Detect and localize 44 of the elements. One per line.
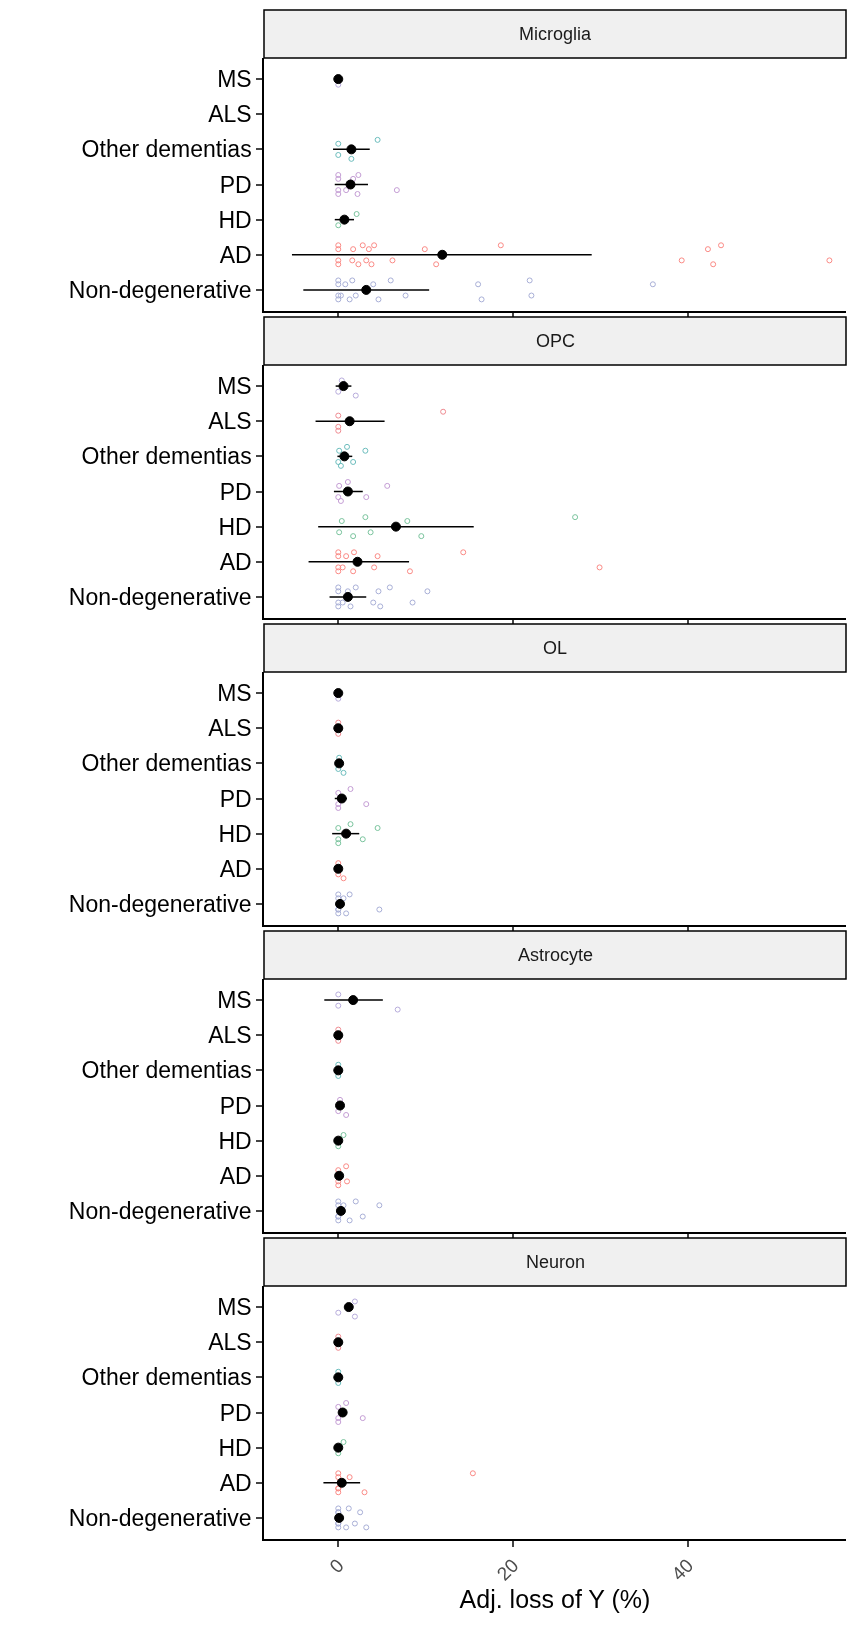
y-tick-label: ALS (208, 408, 252, 435)
chart-title: Astrocyte (518, 945, 594, 965)
y-tick-label: MS (217, 987, 252, 1014)
y-tick-label: Other dementias (81, 443, 252, 470)
y-tick-label: Other dementias (81, 750, 252, 777)
y-tick-label: Other dementias (81, 136, 252, 163)
y-tick-label: AD (219, 855, 252, 882)
y-tick-label: Non-degenerative (68, 583, 252, 610)
y-tick-label: HD (218, 1127, 252, 1154)
x-tick-label: 40 (667, 1554, 698, 1585)
chart-title: OL (543, 638, 568, 658)
y-tick-label: MS (217, 66, 252, 93)
y-tick-label: AD (219, 1162, 252, 1189)
y-tick-label: ALS (208, 1329, 252, 1356)
y-tick-label: MS (217, 1294, 252, 1321)
y-tick-label: Non-degenerative (68, 1504, 252, 1531)
x-tick-label: 20 (492, 1554, 523, 1585)
y-tick-label: ALS (208, 101, 252, 128)
y-tick-label: Non-degenerative (68, 276, 252, 303)
y-tick-label: PD (219, 1399, 252, 1426)
y-tick-label: PD (219, 785, 252, 812)
y-tick-label: MS (217, 680, 252, 707)
x-tick-label: 0 (325, 1554, 348, 1578)
x-axis-title: Adj. loss of Y (%) (459, 1584, 651, 1613)
y-tick-label: HD (218, 820, 252, 847)
y-tick-label: Other dementias (81, 1364, 252, 1391)
y-tick-label: AD (219, 241, 252, 268)
y-tick-label: ALS (208, 715, 252, 742)
y-tick-label: PD (219, 1092, 252, 1119)
y-tick-label: Other dementias (81, 1057, 252, 1084)
y-tick-label: Non-degenerative (68, 1197, 252, 1224)
y-tick-label: HD (218, 513, 252, 540)
y-tick-label: MS (217, 373, 252, 400)
y-tick-label: Non-degenerative (68, 890, 252, 917)
y-tick-label: HD (218, 1434, 252, 1461)
y-tick-label: PD (219, 478, 252, 505)
chart-title: Neuron (526, 1252, 586, 1272)
y-tick-label: AD (219, 548, 252, 575)
chart-title: OPC (536, 331, 576, 351)
chart-title: Microglia (519, 24, 593, 44)
y-tick-label: ALS (208, 1022, 252, 1049)
y-tick-label: PD (219, 171, 252, 198)
y-tick-label: AD (219, 1469, 252, 1496)
y-tick-label: HD (218, 206, 252, 233)
